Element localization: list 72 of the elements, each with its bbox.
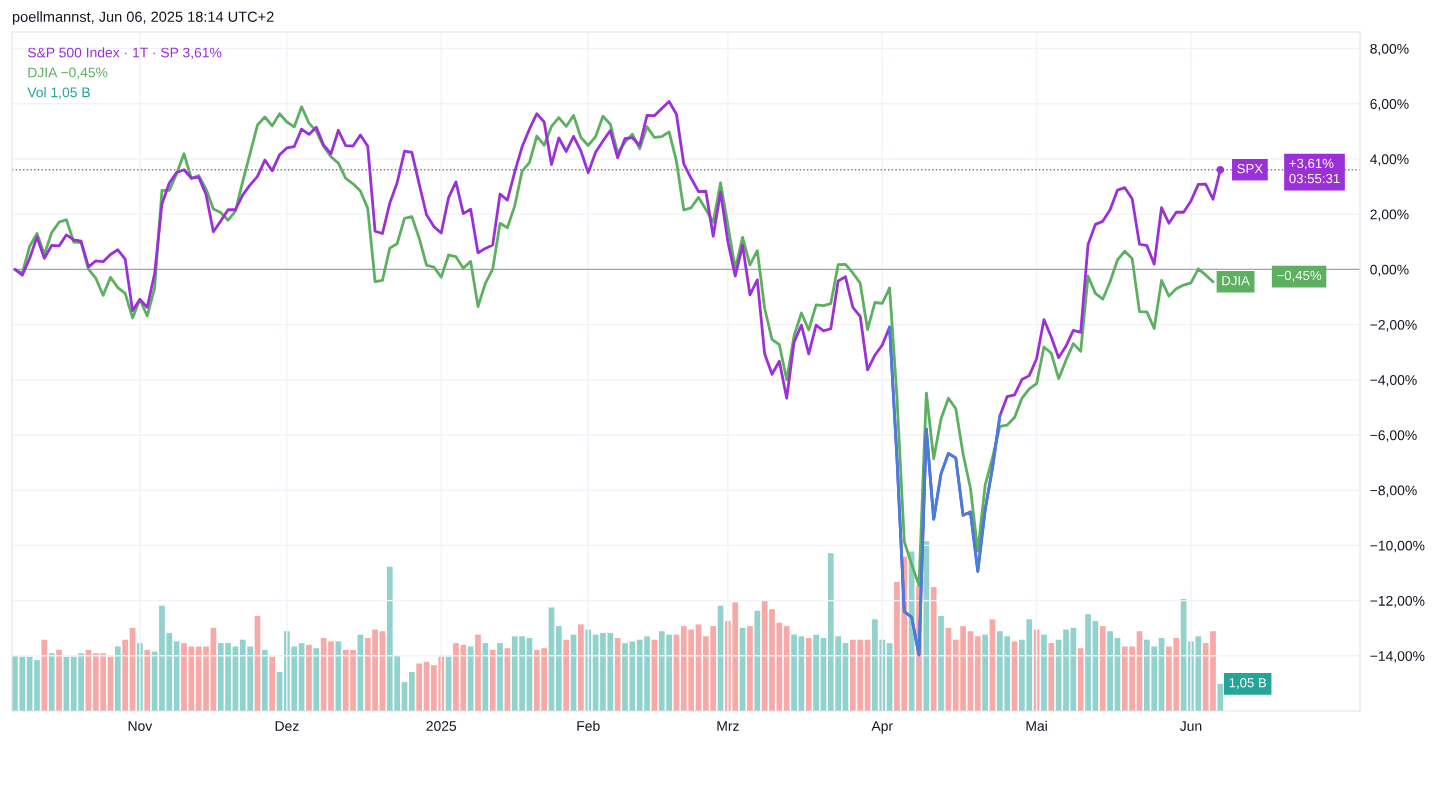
x-tick-label: 2025 xyxy=(426,721,457,731)
bar xyxy=(930,587,937,711)
bar xyxy=(48,653,55,711)
bar xyxy=(173,641,180,711)
y-tick-label: −14,00% xyxy=(1370,651,1425,663)
text: +3,61% xyxy=(1289,158,1334,170)
bar xyxy=(1107,631,1113,711)
bar xyxy=(614,638,621,711)
chart-title: poellmannst, Jun 06, 2025 18:14 UTC+2 xyxy=(12,11,274,25)
bar xyxy=(1048,643,1055,711)
y-tick-label: −6,00% xyxy=(1370,430,1417,442)
bar xyxy=(482,643,489,711)
annotation: DJIA xyxy=(1222,276,1250,286)
y-tick-label: −12,00% xyxy=(1370,595,1425,608)
bar xyxy=(56,649,62,711)
bar xyxy=(1217,683,1224,711)
bar xyxy=(497,643,503,711)
bar xyxy=(1077,648,1084,711)
bar xyxy=(416,663,423,711)
bar xyxy=(313,648,320,711)
annotation: SPX xyxy=(1237,163,1263,174)
bar xyxy=(938,615,944,711)
bar xyxy=(923,541,930,711)
bar xyxy=(813,634,819,711)
bar xyxy=(261,649,268,711)
x-tick-label: Mai xyxy=(1026,720,1047,731)
bar xyxy=(475,634,481,711)
x-tick-label: Jun xyxy=(1179,721,1202,731)
text: −0,45% xyxy=(1277,270,1322,282)
y-tick-label: −4,00% xyxy=(1370,375,1417,387)
text: DJIA −0,45% xyxy=(28,67,108,80)
bar xyxy=(791,634,797,711)
bar xyxy=(335,641,342,711)
x-tick-label: Nov xyxy=(128,721,153,731)
bar xyxy=(114,646,121,711)
bar xyxy=(974,636,981,711)
y-tick-label: 0,00% xyxy=(1370,264,1409,277)
bar xyxy=(144,649,151,711)
line-series xyxy=(888,325,1002,657)
x-tick-label: Dez xyxy=(275,721,299,731)
text: S&P 500 Index · 1T · SP 3,61% xyxy=(27,47,222,60)
bar xyxy=(578,624,584,711)
bar xyxy=(489,649,496,711)
bar xyxy=(269,656,276,711)
bar xyxy=(754,610,761,711)
bar xyxy=(555,626,562,711)
bar xyxy=(1085,614,1091,711)
bar xyxy=(982,634,989,711)
y-tick-label: 4,00% xyxy=(1370,154,1409,166)
bar xyxy=(1041,634,1047,711)
bar xyxy=(408,671,415,711)
y-tick-label: 6,00% xyxy=(1370,99,1409,111)
bar xyxy=(41,639,48,711)
y-tick-label: 2,00% xyxy=(1370,209,1409,221)
bar xyxy=(563,639,570,711)
y-tick-label: 8,00% xyxy=(1370,43,1409,56)
bar xyxy=(1099,626,1106,711)
x-tick-label: Apr xyxy=(871,721,893,734)
bar xyxy=(467,646,474,711)
x-tick-label: Feb xyxy=(577,720,600,731)
y-tick-label: −8,00% xyxy=(1370,485,1417,497)
y-tick-label: −2,00% xyxy=(1370,319,1417,332)
bar xyxy=(805,638,812,711)
bar xyxy=(306,644,312,711)
bar xyxy=(783,626,790,711)
text: 03:55:31 xyxy=(1289,173,1340,184)
x-tick-label: Mrz xyxy=(717,721,739,731)
bar xyxy=(122,639,129,711)
y-tick-label: −10,00% xyxy=(1370,540,1425,553)
bar xyxy=(747,626,753,711)
text: 1,05 B xyxy=(1229,678,1267,689)
text: Vol 1,05 B xyxy=(27,87,90,99)
